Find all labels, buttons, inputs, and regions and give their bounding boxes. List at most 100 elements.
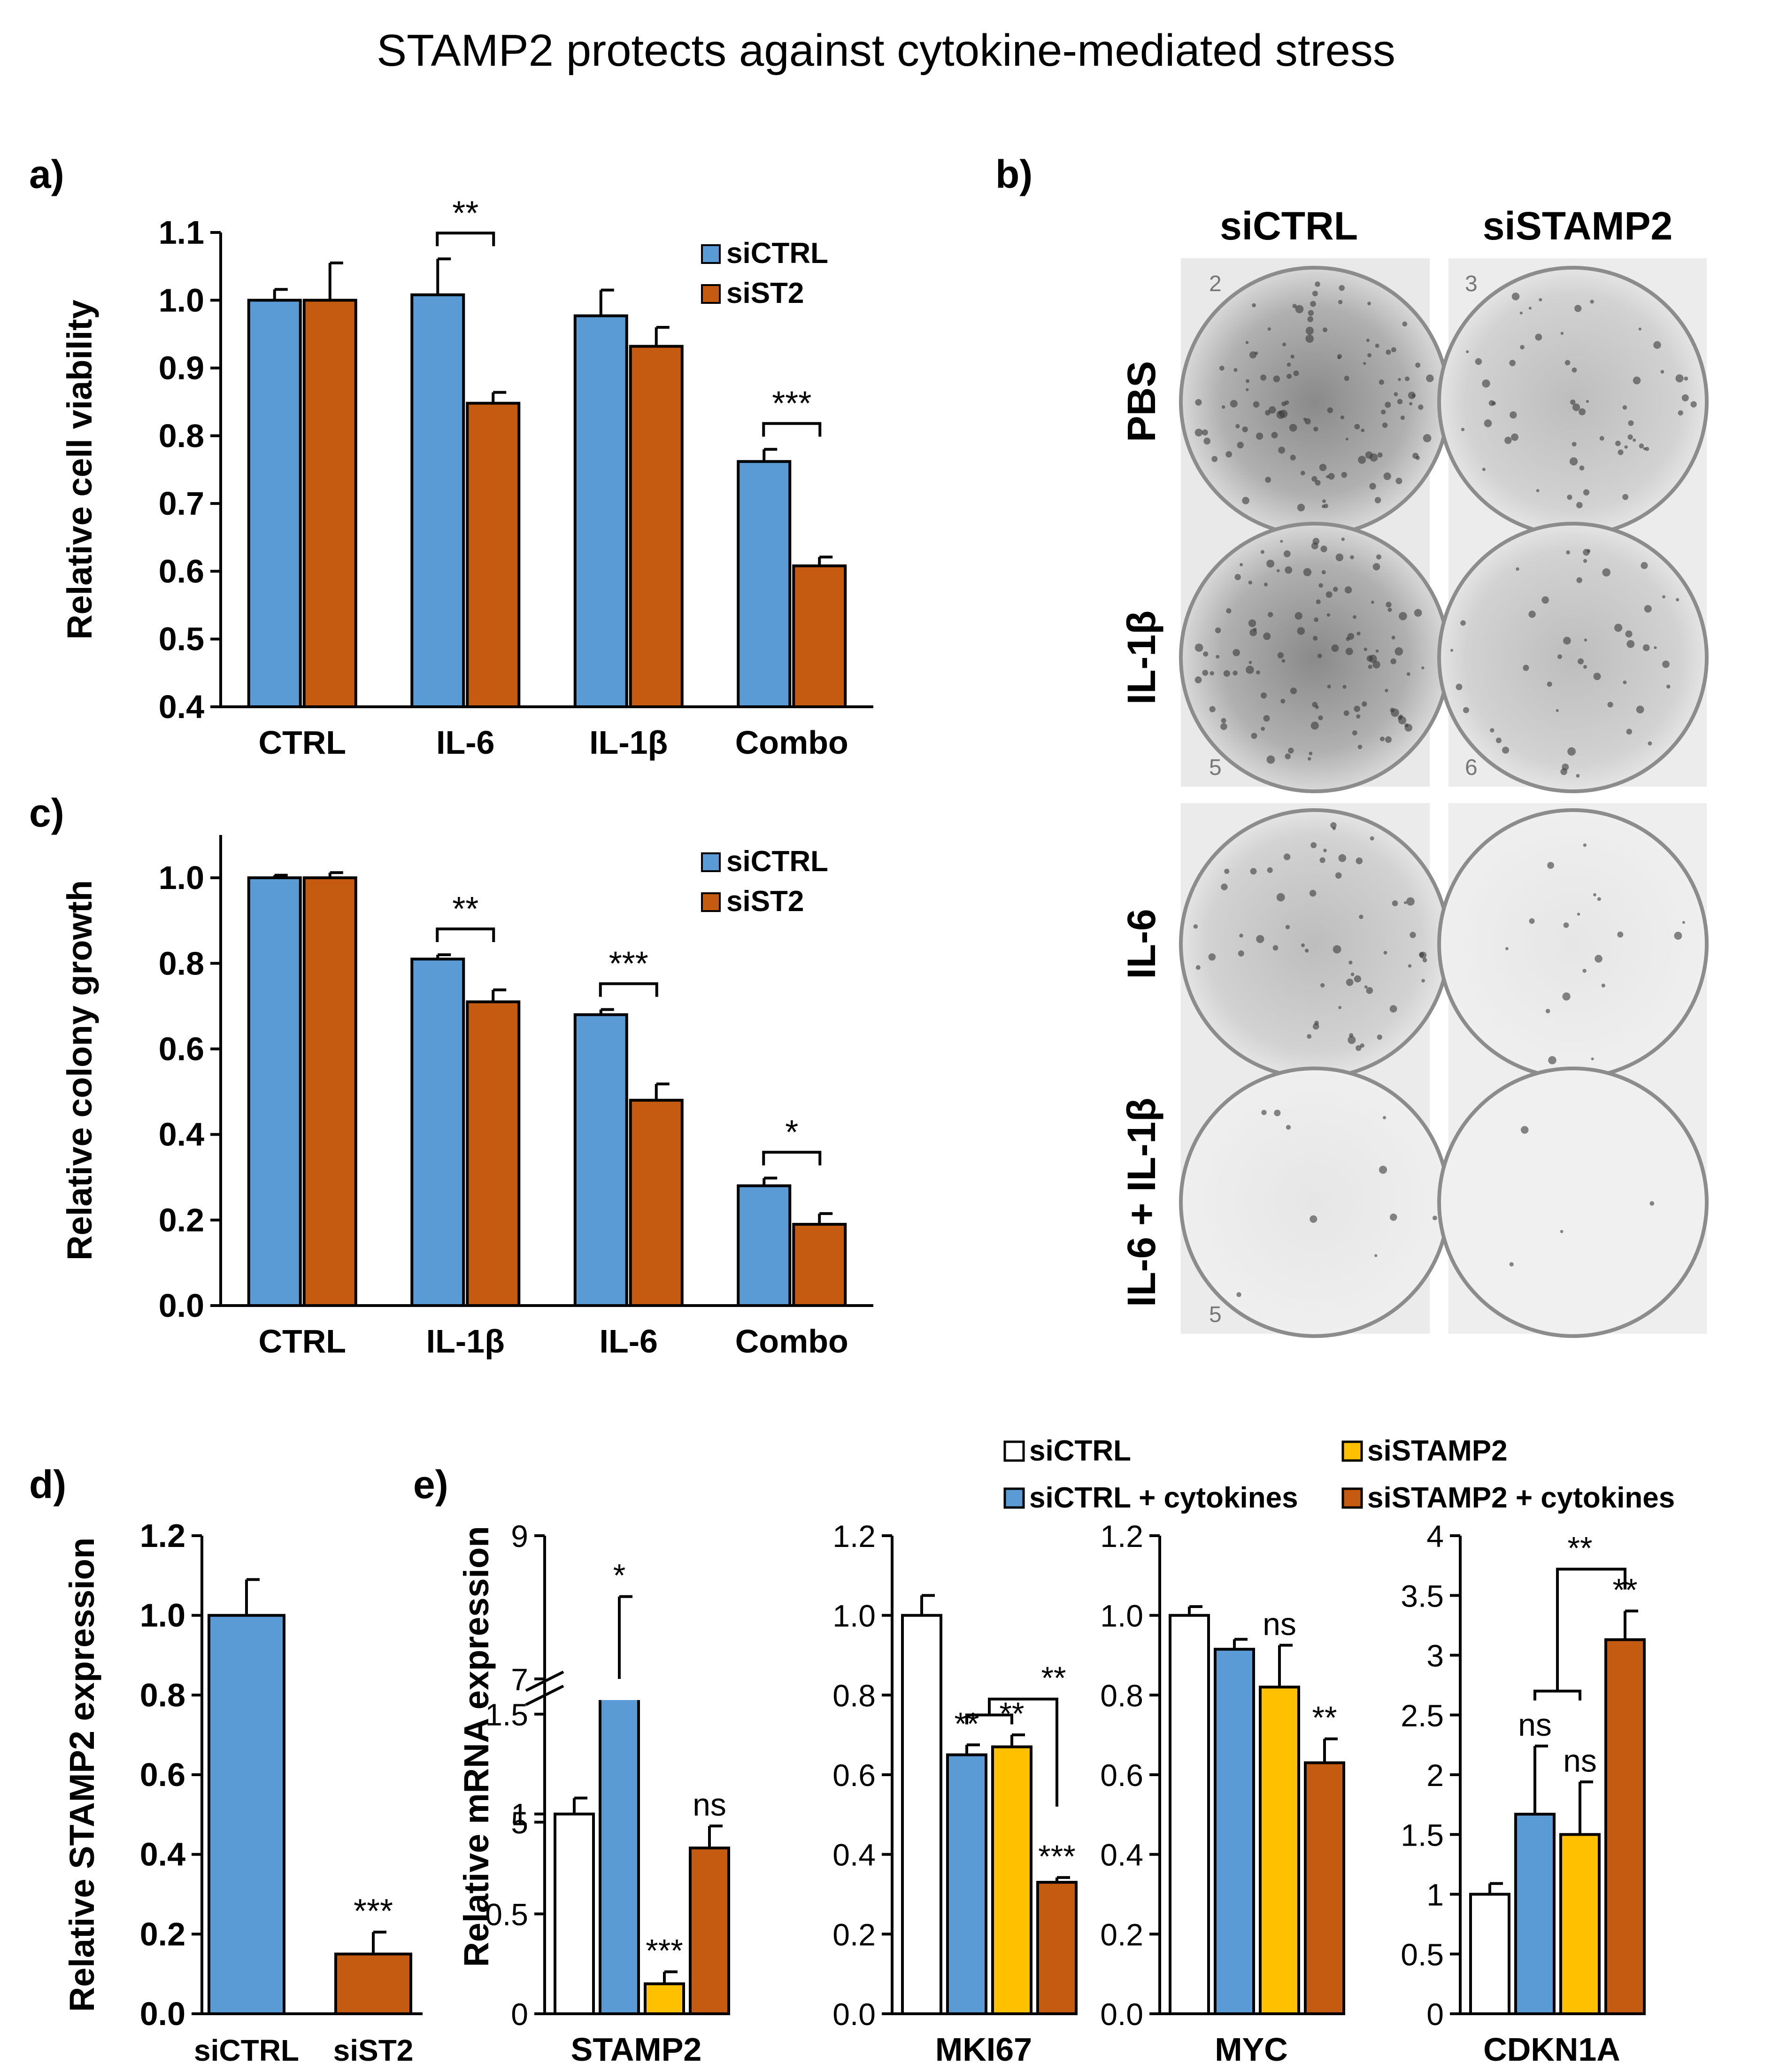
- colony-dot: [1390, 658, 1396, 665]
- colony-dot: [1622, 494, 1629, 500]
- bar-sist2: [792, 1222, 847, 1307]
- colony-dot: [1583, 559, 1587, 563]
- colony-dot: [1255, 351, 1258, 355]
- colony-dot: [1488, 400, 1495, 406]
- y-tick-label: 1.2: [832, 1519, 876, 1554]
- colony-dot: [1319, 464, 1327, 472]
- colony-dot: [1636, 705, 1644, 714]
- colony-dot: [1599, 436, 1604, 441]
- significance-bracket-label: **: [452, 194, 478, 232]
- colony-dot: [1595, 955, 1603, 963]
- y-axis-label: Relative mRNA expression: [457, 1526, 496, 1967]
- colony-dot: [1653, 341, 1661, 349]
- bar-blue: [1214, 1647, 1255, 2015]
- colony-dot: [1246, 379, 1249, 383]
- colony-dot: [1333, 587, 1338, 592]
- y-tick-label: 0.2: [159, 1202, 204, 1238]
- significance-bracket-label: ***: [609, 945, 648, 983]
- bar-sist2: [792, 564, 847, 709]
- bar-sist2: [302, 299, 357, 708]
- plates-col-label-2: siSTAMP2: [1483, 204, 1673, 248]
- colony-dot: [1266, 559, 1275, 568]
- bar-sist2: [629, 1098, 684, 1307]
- colony-dot: [1582, 968, 1587, 973]
- plate-well-combo-sictrl: [1179, 1067, 1450, 1338]
- colony-dot: [1398, 378, 1401, 381]
- significance-label: **: [1312, 1700, 1337, 1736]
- y-tick-label: 3.5: [1401, 1578, 1444, 1613]
- well-number-bl-1: 5: [1209, 1302, 1222, 1327]
- bar-sictrl: [410, 293, 465, 708]
- colony-dot: [1511, 433, 1518, 441]
- significance-bracket: [436, 928, 495, 943]
- comparison-bracket: [988, 1697, 1058, 1807]
- colony-dot: [1394, 647, 1403, 656]
- colony-dot: [1560, 1230, 1564, 1233]
- colony-dot: [1314, 1021, 1319, 1025]
- colony-dot: [1313, 636, 1318, 641]
- bar-sist2: [466, 1000, 521, 1307]
- colony-dot: [1321, 570, 1326, 574]
- colony-dot: [1216, 655, 1220, 659]
- colony-dot: [1251, 733, 1257, 739]
- y-axis-label: Relative STAMP2 expression: [62, 1538, 101, 2012]
- colony-dot: [1418, 404, 1424, 410]
- colony-dot: [1536, 489, 1540, 493]
- colony-dot: [1369, 655, 1377, 663]
- colony-dot: [1509, 360, 1516, 366]
- colony-dot: [1320, 983, 1325, 988]
- colony-dot: [1572, 367, 1577, 373]
- y-tick-label: 0.2: [140, 1916, 185, 1952]
- colony-dot: [1590, 300, 1594, 304]
- x-tick-label: IL-1β: [589, 724, 668, 761]
- colony-dot: [1584, 638, 1587, 642]
- colony-dot: [1331, 644, 1339, 652]
- colony-dot: [1642, 644, 1650, 651]
- colony-dot: [1322, 327, 1328, 332]
- colony-dot: [1649, 1201, 1655, 1206]
- colony-dot: [1194, 643, 1203, 652]
- y-tick-label: 0.5: [159, 621, 204, 657]
- colony-dot: [1271, 432, 1278, 439]
- y-tick-label: 0.8: [1100, 1678, 1143, 1713]
- colony-dot: [1557, 654, 1563, 659]
- bar-sist2: [302, 876, 357, 1307]
- plate-well-il6-sistamp2: [1437, 808, 1709, 1080]
- legend-swatch: [701, 852, 721, 872]
- colony-dot: [1359, 914, 1364, 919]
- colony-dot: [1292, 303, 1297, 309]
- colony-dot: [1367, 302, 1371, 306]
- colony-dot: [1322, 499, 1326, 503]
- comparison-bracket: [1556, 1568, 1626, 1691]
- y-tick-label: 0.8: [159, 945, 204, 982]
- colony-dot: [1233, 670, 1238, 676]
- colony-dot: [1316, 599, 1321, 604]
- colony-dot: [1281, 401, 1287, 406]
- colony-dot: [1676, 598, 1680, 602]
- colony-dot: [1662, 595, 1665, 599]
- colony-dot: [1387, 607, 1392, 612]
- colony-dot: [1416, 456, 1420, 460]
- colony-dot: [1681, 394, 1689, 402]
- colony-dot: [1690, 401, 1697, 408]
- colony-dot: [1614, 624, 1623, 632]
- colony-dot: [1314, 617, 1319, 622]
- colony-dot: [1535, 333, 1542, 341]
- colony-dot: [1510, 411, 1517, 419]
- y-tick-label: 1.2: [1100, 1519, 1143, 1554]
- colony-dot: [1203, 651, 1209, 657]
- colony-dot: [1309, 889, 1317, 897]
- y-tick-label: 0.2: [832, 1917, 876, 1952]
- colony-dot: [1341, 537, 1345, 541]
- bar-orange: [1304, 1761, 1345, 2016]
- colony-dot: [1377, 452, 1383, 458]
- y-tick-label: 0: [1426, 1997, 1444, 2032]
- colony-dot: [1209, 706, 1216, 712]
- colony-dot: [1385, 688, 1388, 693]
- colony-dot: [1586, 400, 1589, 403]
- colony-dot: [1375, 343, 1379, 348]
- colony-dot: [1576, 502, 1583, 509]
- colony-dot: [1272, 945, 1279, 951]
- colony-dot: [1391, 347, 1396, 353]
- colony-dot: [1285, 753, 1291, 759]
